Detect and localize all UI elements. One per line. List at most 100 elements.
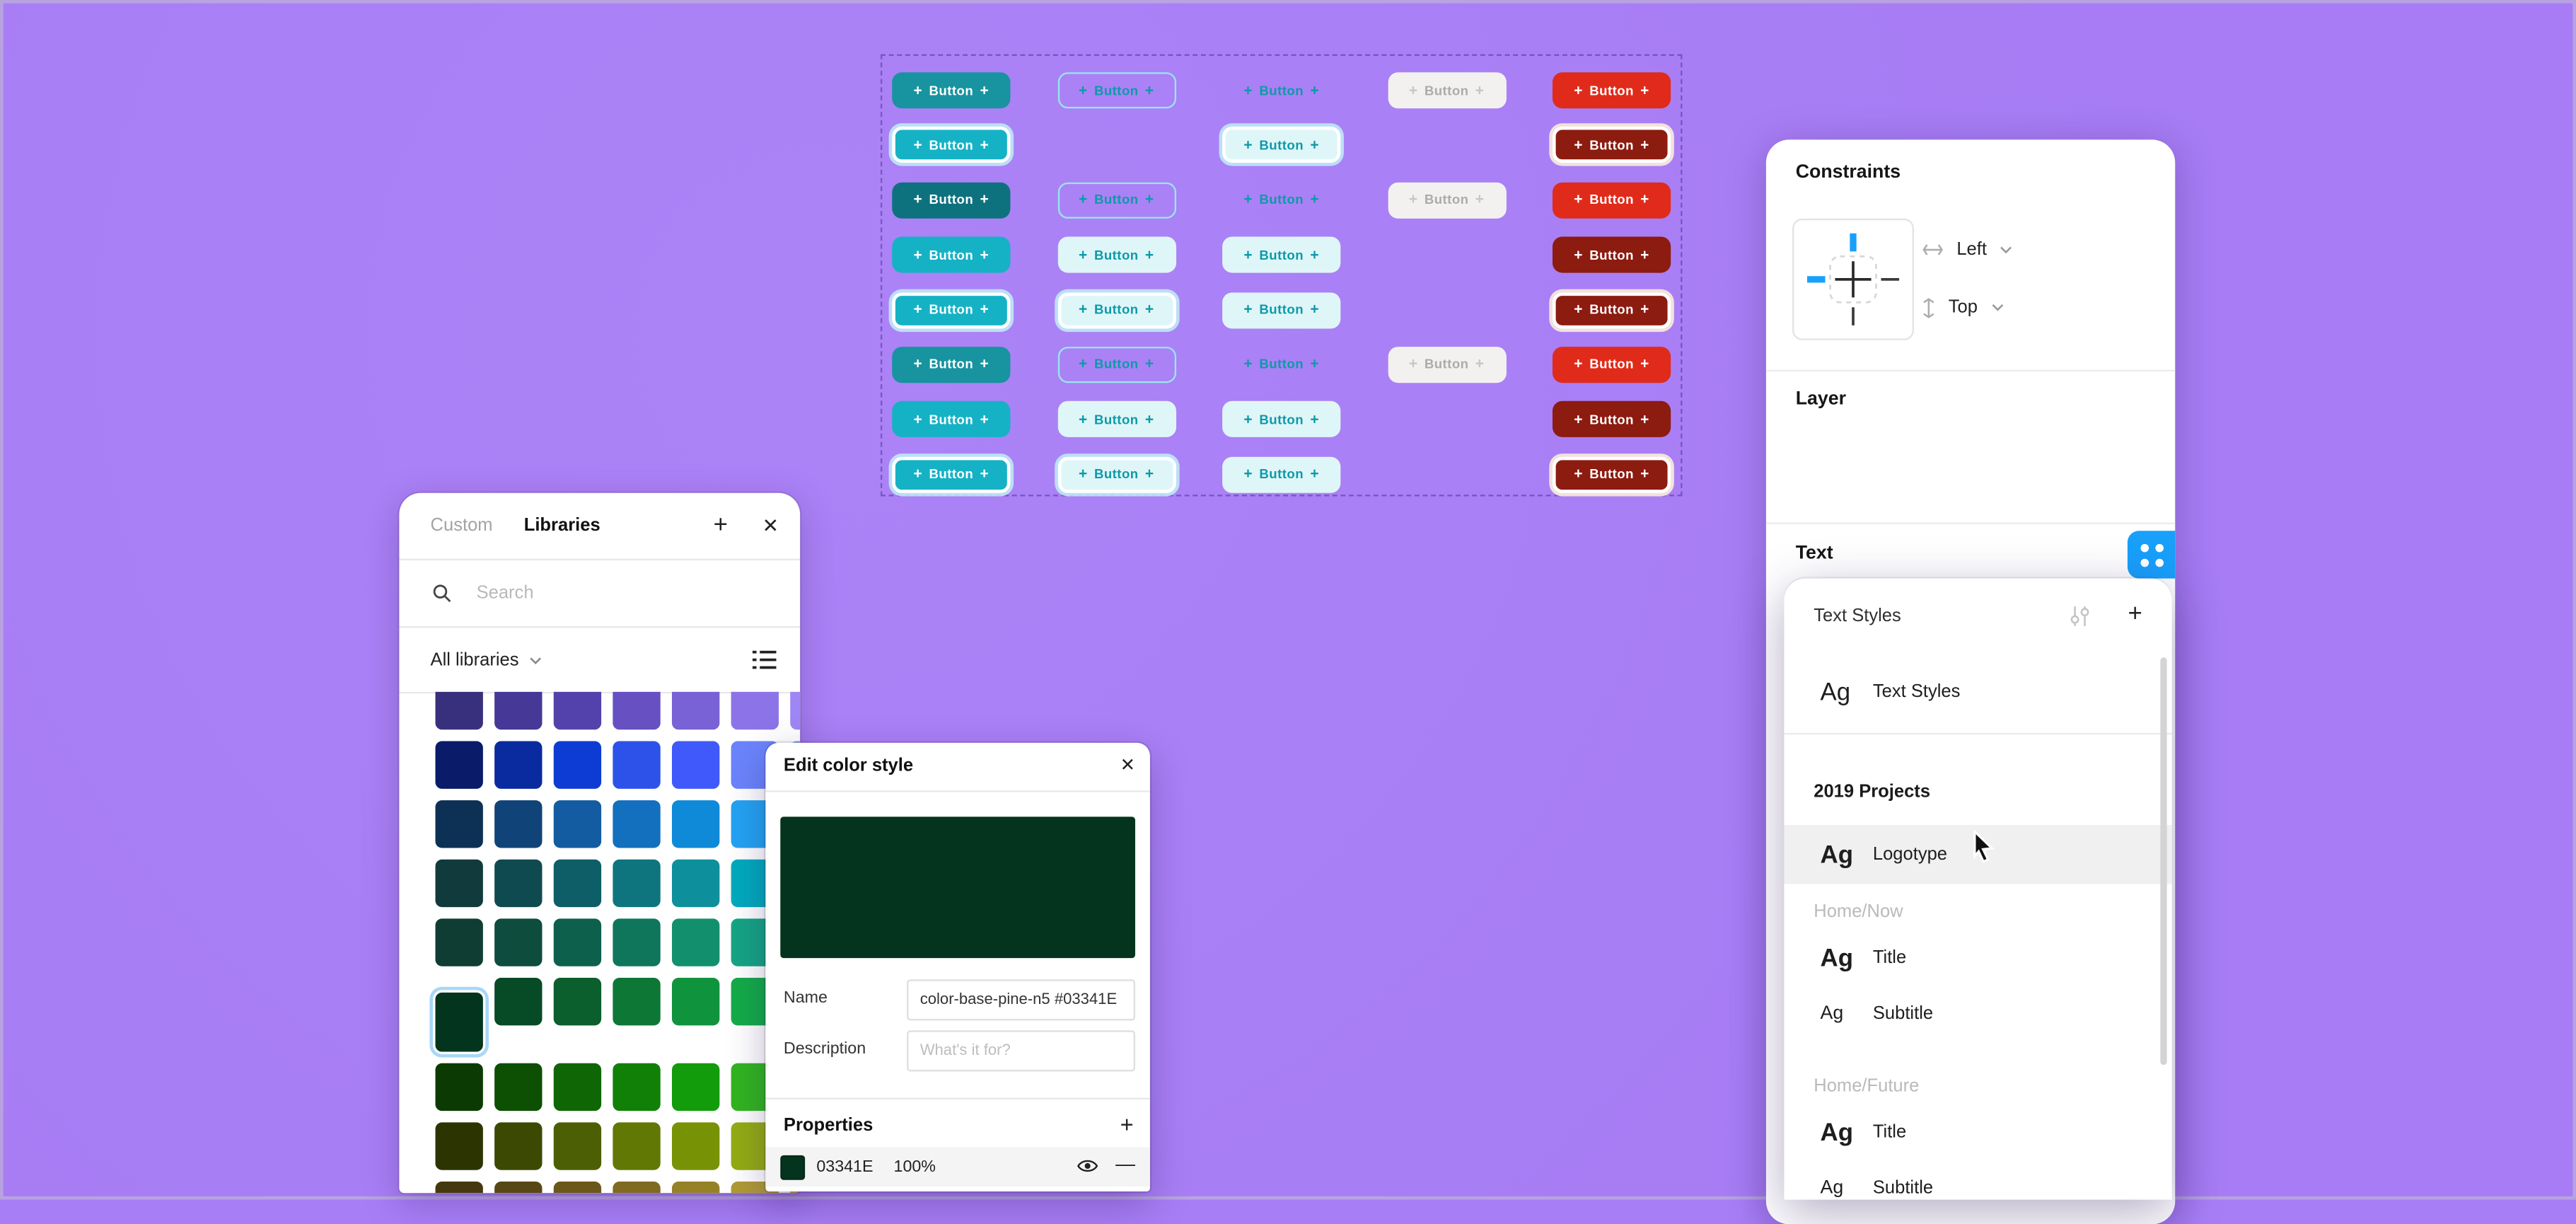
text-styles-toggle-button[interactable] — [2127, 531, 2176, 579]
list-view-icon[interactable] — [752, 649, 777, 670]
color-swatch[interactable] — [790, 691, 801, 730]
button-component[interactable]: + Button + — [892, 291, 1011, 328]
color-swatch[interactable] — [553, 741, 602, 789]
all-libraries-dropdown[interactable]: All libraries — [430, 649, 519, 670]
color-swatch[interactable] — [553, 978, 602, 1026]
property-opacity-value[interactable]: 100% — [893, 1157, 936, 1176]
color-swatch[interactable] — [435, 741, 483, 789]
button-component[interactable]: + Button + — [892, 236, 1011, 273]
button-component[interactable]: + Button + — [1222, 182, 1340, 218]
color-swatch[interactable] — [731, 691, 779, 730]
color-swatch[interactable] — [613, 691, 661, 730]
button-component[interactable]: + Button + — [892, 456, 1011, 493]
description-input[interactable] — [907, 1030, 1135, 1072]
text-style-row[interactable]: Home/Future — [1784, 1068, 2171, 1104]
color-swatch[interactable] — [435, 1122, 483, 1170]
button-component[interactable]: + Button + — [1387, 346, 1506, 383]
color-swatch[interactable] — [613, 918, 661, 966]
scrollbar-thumb[interactable] — [2160, 657, 2167, 1066]
button-component[interactable]: + Button + — [1057, 346, 1176, 383]
color-swatch[interactable] — [494, 1182, 543, 1194]
button-component[interactable]: + Button + — [1552, 127, 1671, 163]
text-style-row[interactable]: 2019 Projects — [1784, 774, 2171, 810]
button-component[interactable]: + Button + — [1222, 291, 1341, 328]
vertical-constraint-value[interactable]: Top — [1948, 297, 1978, 318]
button-component[interactable]: + Button + — [892, 346, 1011, 383]
color-swatch[interactable] — [494, 691, 543, 730]
color-swatch[interactable] — [613, 1063, 661, 1112]
color-swatch[interactable] — [671, 800, 720, 848]
color-swatch[interactable] — [553, 1182, 602, 1194]
color-swatch[interactable] — [613, 1122, 661, 1170]
color-swatch[interactable] — [553, 800, 602, 848]
add-style-icon[interactable]: + — [2128, 599, 2142, 628]
swatch-scroll-area[interactable] — [399, 691, 801, 1194]
button-component[interactable]: + Button + — [1057, 236, 1176, 273]
color-swatch[interactable] — [553, 859, 602, 908]
color-swatch[interactable] — [613, 741, 661, 789]
text-style-row[interactable]: Ag Subtitle — [1784, 1160, 2171, 1200]
tab-libraries[interactable]: Libraries — [523, 516, 601, 536]
text-style-row[interactable]: Ag Title — [1784, 930, 2171, 986]
color-swatch[interactable] — [671, 1122, 720, 1170]
button-components-frame[interactable]: + Button + + Button + + Button + + Butto… — [880, 54, 1683, 497]
color-swatch[interactable] — [671, 918, 720, 966]
color-swatch[interactable] — [671, 691, 720, 730]
tab-custom[interactable]: Custom — [430, 516, 493, 536]
color-swatch[interactable] — [553, 1122, 602, 1170]
color-swatch[interactable] — [553, 691, 602, 730]
search-input[interactable] — [472, 582, 743, 605]
color-swatch[interactable] — [494, 978, 543, 1026]
color-swatch[interactable] — [435, 1182, 483, 1194]
text-style-row[interactable]: Ag Text Styles — [1784, 664, 2171, 720]
button-component[interactable]: + Button + — [1552, 182, 1671, 219]
color-swatch[interactable] — [494, 741, 543, 789]
button-component[interactable]: + Button + — [1222, 347, 1340, 383]
color-swatch[interactable] — [494, 1063, 543, 1112]
horizontal-constraint-row[interactable]: Left — [1922, 238, 2014, 262]
button-component[interactable]: + Button + — [1222, 456, 1341, 493]
button-component[interactable]: + Button + — [1552, 346, 1671, 383]
color-swatch[interactable] — [553, 918, 602, 966]
color-swatch[interactable] — [494, 918, 543, 966]
button-component[interactable]: + Button + — [1552, 401, 1671, 438]
button-component[interactable]: + Button + — [892, 127, 1011, 163]
button-component[interactable]: + Button + — [1552, 456, 1671, 493]
color-swatch[interactable] — [671, 741, 720, 789]
horizontal-constraint-value[interactable]: Left — [1956, 240, 1987, 260]
color-swatch[interactable] — [613, 800, 661, 848]
button-component[interactable]: + Button + — [1057, 182, 1176, 219]
add-library-icon[interactable]: + — [713, 511, 728, 539]
property-hex-value[interactable]: 03341E — [816, 1157, 874, 1176]
button-component[interactable]: + Button + — [892, 401, 1011, 438]
property-row[interactable]: 03341E 100% — — [765, 1147, 1150, 1187]
close-icon[interactable]: ✕ — [762, 514, 779, 538]
button-component[interactable]: + Button + — [1057, 72, 1176, 109]
color-swatch[interactable] — [671, 1063, 720, 1112]
color-swatch[interactable] — [435, 992, 483, 1052]
eye-icon[interactable] — [1076, 1157, 1099, 1175]
text-style-row[interactable]: Ag Title — [1784, 1104, 2171, 1160]
button-component[interactable]: + Button + — [1222, 127, 1341, 163]
button-component[interactable]: + Button + — [1057, 456, 1176, 493]
color-swatch[interactable] — [613, 978, 661, 1026]
button-component[interactable]: + Button + — [1057, 401, 1176, 438]
color-swatch[interactable] — [671, 1182, 720, 1194]
button-component[interactable]: + Button + — [892, 182, 1011, 219]
text-style-row[interactable] — [1784, 732, 2172, 735]
color-swatch[interactable] — [494, 1122, 543, 1170]
text-style-row[interactable]: Ag Subtitle — [1784, 986, 2171, 1042]
color-swatch[interactable] — [435, 859, 483, 908]
color-swatch[interactable] — [494, 800, 543, 848]
color-swatch[interactable] — [494, 859, 543, 908]
vertical-constraint-row[interactable]: Top — [1922, 296, 2004, 319]
button-component[interactable]: + Button + — [1387, 72, 1506, 109]
button-component[interactable]: + Button + — [1552, 291, 1671, 328]
button-component[interactable]: + Button + — [892, 72, 1011, 109]
constraints-widget[interactable] — [1792, 218, 1914, 340]
color-swatch[interactable] — [435, 691, 483, 730]
button-component[interactable]: + Button + — [1222, 236, 1341, 273]
remove-property-icon[interactable]: — — [1115, 1152, 1135, 1175]
color-swatch[interactable] — [435, 918, 483, 966]
close-icon[interactable]: ✕ — [1120, 756, 1135, 776]
